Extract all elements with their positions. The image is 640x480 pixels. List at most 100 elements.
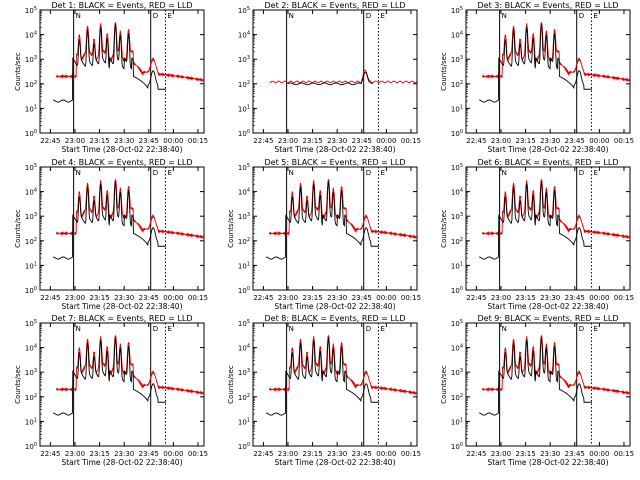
y-tick-label: 104	[451, 31, 463, 40]
x-tick-label: 23:00	[278, 294, 298, 302]
y-axis-label: Counts/sec	[227, 209, 235, 248]
y-tick-label: 102	[238, 237, 250, 246]
y-tick-label: 103	[451, 212, 463, 221]
y-tick-label: 103	[25, 55, 37, 64]
y-tick-label: 101	[451, 261, 463, 270]
y-tick-label: 100	[25, 129, 37, 138]
detector-panel-5: Det 5: BLACK = Events, RED = LLD 100 101 10…	[227, 158, 421, 311]
y-tick-label: 102	[451, 80, 463, 89]
x-tick-label: 23:00	[491, 137, 511, 145]
panel-title: Det 5: BLACK = Events, RED = LLD	[265, 158, 406, 167]
x-tick-label: 23:30	[114, 294, 134, 302]
x-tick-label: 00:00	[589, 294, 609, 302]
y-tick-label: 104	[451, 188, 463, 197]
x-tick-label: 00:15	[614, 294, 634, 302]
x-tick-label: 23:15	[515, 137, 535, 145]
y-tick-label: 105	[238, 6, 250, 15]
y-axis-label: Counts/sec	[227, 365, 235, 404]
marker-label: D	[153, 169, 158, 177]
x-tick-label: 23:45	[565, 137, 585, 145]
x-tick-label: 00:00	[163, 137, 183, 145]
y-tick-label: 105	[25, 163, 37, 172]
y-tick-label: 104	[25, 188, 37, 197]
x-tick-label: 22:45	[466, 294, 486, 302]
x-tick-label: 00:00	[163, 450, 183, 458]
marker-label: D	[579, 12, 584, 20]
panel-title: Det 3: BLACK = Events, RED = LLD	[478, 1, 619, 10]
marker-label: E	[380, 169, 384, 177]
x-tick-label: 23:15	[302, 450, 322, 458]
y-tick-label: 105	[238, 163, 250, 172]
y-axis-label: Counts/sec	[440, 209, 448, 248]
events-series-line	[287, 71, 373, 86]
x-axis-label: Start Time (28-Oct-02 22:38:40)	[487, 302, 608, 311]
events-series-line	[266, 181, 379, 260]
y-tick-label: 103	[238, 55, 250, 64]
plot-frame	[465, 166, 631, 291]
y-tick-label: 104	[238, 31, 250, 40]
y-tick-label: 103	[25, 368, 37, 377]
plot-frame	[465, 9, 631, 134]
panel-title: Det 4: BLACK = Events, RED = LLD	[52, 158, 193, 167]
x-tick-label: 23:45	[352, 137, 372, 145]
y-tick-label: 100	[238, 129, 250, 138]
panel-title: Det 7: BLACK = Events, RED = LLD	[52, 314, 193, 323]
x-axis-label: Start Time (28-Oct-02 22:38:40)	[61, 145, 182, 154]
plot-frame	[39, 166, 205, 291]
panel-title: Det 8: BLACK = Events, RED = LLD	[265, 314, 406, 323]
marker-label: N	[502, 325, 507, 333]
x-axis-label: Start Time (28-Oct-02 22:38:40)	[274, 145, 395, 154]
x-tick-label: 23:00	[65, 450, 85, 458]
y-axis-label: Counts/sec	[440, 52, 448, 91]
x-tick-label: 23:30	[540, 450, 560, 458]
y-tick-label: 101	[25, 104, 37, 113]
x-tick-label: 00:00	[163, 294, 183, 302]
panel-title: Det 2: BLACK = Events, RED = LLD	[265, 1, 406, 10]
events-series-line	[479, 181, 592, 260]
y-tick-label: 103	[451, 368, 463, 377]
y-tick-label: 105	[451, 6, 463, 15]
x-tick-label: 23:45	[139, 450, 159, 458]
y-tick-label: 103	[238, 368, 250, 377]
x-tick-label: 23:30	[327, 294, 347, 302]
x-tick-label: 23:30	[540, 294, 560, 302]
x-tick-label: 00:15	[188, 294, 208, 302]
y-tick-label: 100	[238, 442, 250, 451]
x-tick-label: 23:15	[515, 294, 535, 302]
y-tick-label: 101	[238, 261, 250, 270]
detector-panel-2: Det 2: BLACK = Events, RED = LLD 100 101 10…	[238, 1, 421, 154]
x-tick-label: 00:15	[614, 450, 634, 458]
y-tick-label: 105	[25, 319, 37, 328]
x-tick-label: 00:00	[376, 294, 396, 302]
x-tick-label: 23:30	[327, 137, 347, 145]
y-tick-label: 104	[25, 344, 37, 353]
x-tick-label: 00:15	[401, 294, 421, 302]
events-series-line	[266, 337, 379, 416]
y-tick-label: 103	[238, 212, 250, 221]
x-tick-label: 23:30	[540, 137, 560, 145]
y-tick-label: 103	[25, 212, 37, 221]
y-tick-label: 102	[451, 393, 463, 402]
y-tick-label: 100	[451, 442, 463, 451]
y-axis-label: Counts/sec	[14, 52, 22, 91]
events-series-line	[53, 181, 166, 260]
y-tick-label: 104	[451, 344, 463, 353]
detector-panel-1: Det 1: BLACK = Events, RED = LLD 100 101 10…	[14, 1, 208, 154]
y-tick-label: 101	[238, 417, 250, 426]
x-tick-label: 22:45	[253, 294, 273, 302]
x-tick-label: 00:15	[188, 137, 208, 145]
y-tick-label: 100	[25, 442, 37, 451]
x-tick-label: 23:45	[139, 294, 159, 302]
x-axis-label: Start Time (28-Oct-02 22:38:40)	[61, 302, 182, 311]
marker-label: D	[366, 325, 371, 333]
x-tick-label: 23:00	[278, 450, 298, 458]
x-tick-label: 22:45	[40, 137, 60, 145]
marker-label: E	[380, 12, 384, 20]
x-tick-label: 23:45	[565, 294, 585, 302]
plot-frame	[39, 322, 205, 447]
marker-label: D	[366, 12, 371, 20]
panel-title: Det 1: BLACK = Events, RED = LLD	[52, 1, 193, 10]
x-axis-label: Start Time (28-Oct-02 22:38:40)	[487, 145, 608, 154]
plot-frame	[252, 9, 418, 134]
y-tick-label: 102	[25, 393, 37, 402]
